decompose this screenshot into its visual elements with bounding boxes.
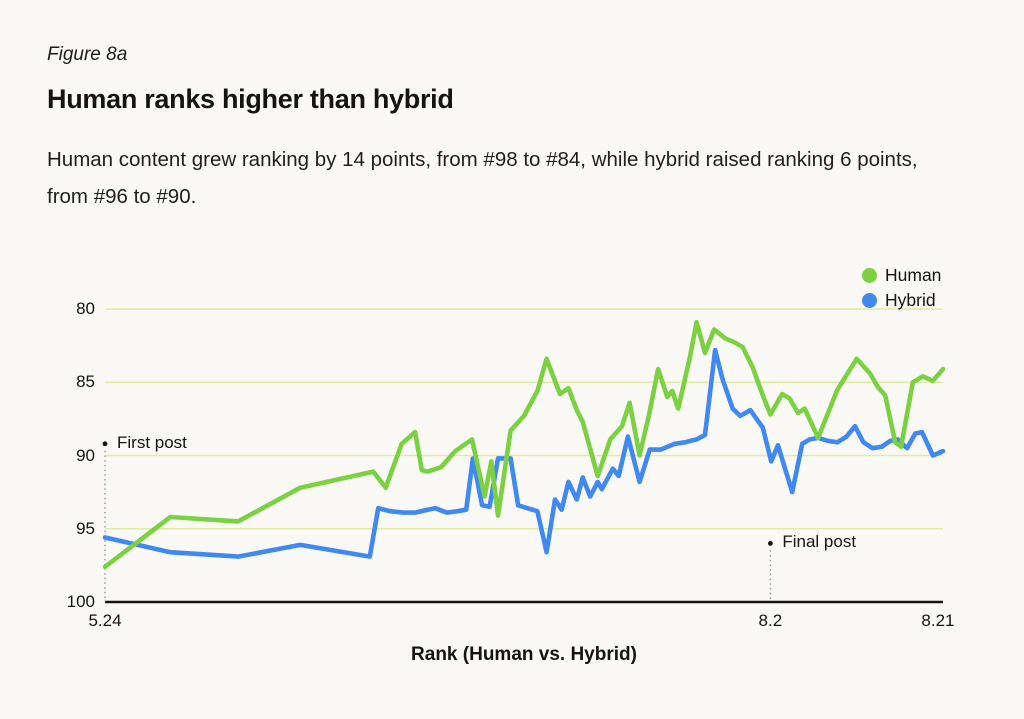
annotation-first-post: First post: [117, 432, 187, 452]
figure-label: Figure 8a: [47, 44, 128, 65]
human-line: [102, 319, 946, 570]
hybrid-series-dot-icon: [862, 293, 877, 308]
legend-label-hybrid: Hybrid: [885, 290, 936, 310]
x-tick-821: 8.21: [921, 611, 955, 630]
legend-item-hybrid: Hybrid: [862, 288, 941, 313]
human-series-dot-icon: [862, 268, 877, 283]
x-axis-label: Rank (Human vs. Hybrid): [411, 644, 637, 665]
y-tick-80: 80: [76, 299, 95, 318]
figure-subtitle: Human content grew ranking by 14 points,…: [47, 148, 918, 208]
legend-item-human: Human: [862, 263, 941, 288]
legend-label-human: Human: [885, 265, 942, 285]
y-tick-85: 85: [76, 372, 95, 392]
x-tick-524: 5.24: [88, 611, 122, 630]
y-tick-95: 95: [76, 518, 95, 538]
annotation-final-post: Final post: [782, 532, 857, 552]
annotation-dot-0: [102, 441, 108, 447]
y-tick-100: 100: [66, 592, 95, 611]
chart-legend: Human Hybrid: [862, 263, 941, 313]
annotation-dot-1: [767, 541, 773, 546]
x-tick-82: 8.2: [758, 611, 783, 630]
page-title: Human ranks higher than hybrid: [47, 84, 454, 114]
y-tick-90: 90: [76, 445, 95, 465]
hybrid-line: [102, 347, 946, 559]
